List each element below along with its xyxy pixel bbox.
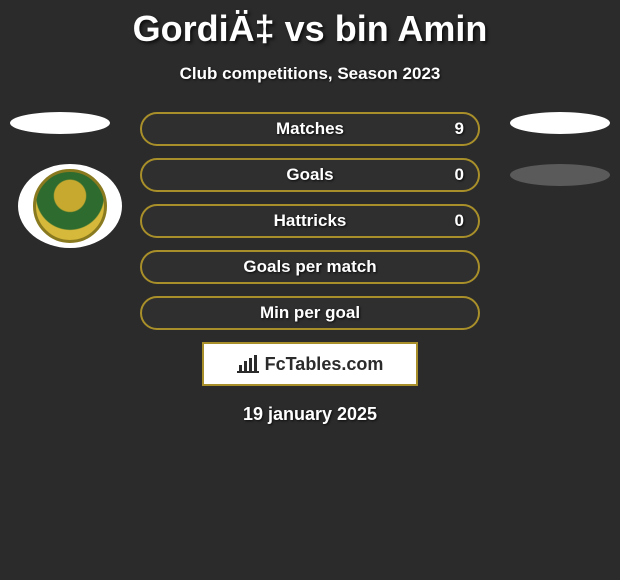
stat-row-goals: Goals 0 <box>140 158 480 192</box>
stat-row-min-per-goal: Min per goal <box>140 296 480 330</box>
stat-rows: Matches 9 Goals 0 Hattricks 0 Goals per … <box>140 112 480 330</box>
stat-label: Matches <box>276 119 344 139</box>
stat-row-goals-per-match: Goals per match <box>140 250 480 284</box>
stat-label: Goals <box>286 165 333 185</box>
stat-row-matches: Matches 9 <box>140 112 480 146</box>
player-right-avatar-placeholder <box>510 112 610 134</box>
stat-label: Min per goal <box>260 303 360 323</box>
brand-text: FcTables.com <box>265 354 384 375</box>
bar-chart-icon <box>237 355 259 373</box>
brand-link[interactable]: FcTables.com <box>202 342 418 386</box>
stat-label: Hattricks <box>274 211 347 231</box>
subtitle: Club competitions, Season 2023 <box>0 64 620 84</box>
stat-label: Goals per match <box>243 257 376 277</box>
player-right-secondary-placeholder <box>510 164 610 186</box>
player-left-avatar-placeholder <box>10 112 110 134</box>
stat-row-hattricks: Hattricks 0 <box>140 204 480 238</box>
stat-value: 9 <box>455 119 464 139</box>
club-badge <box>18 164 122 248</box>
comparison-panel: Matches 9 Goals 0 Hattricks 0 Goals per … <box>0 112 620 425</box>
date-label: 19 january 2025 <box>0 404 620 425</box>
stat-value: 0 <box>455 211 464 231</box>
page-title: GordiÄ‡ vs bin Amin <box>0 0 620 50</box>
club-badge-icon <box>33 169 107 243</box>
stat-value: 0 <box>455 165 464 185</box>
